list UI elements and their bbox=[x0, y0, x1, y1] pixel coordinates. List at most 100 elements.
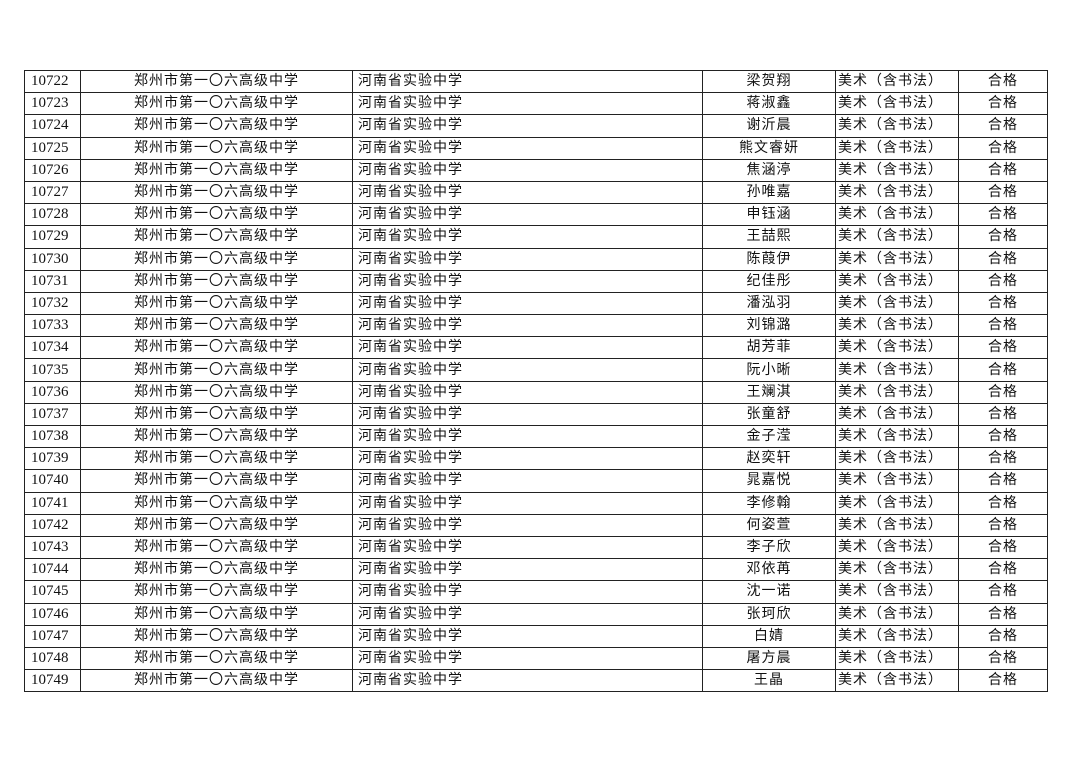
school-cell: 郑州市第一〇六高级中学 bbox=[80, 269, 353, 293]
table-row: 10728 郑州市第一〇六高级中学 河南省实验中学 申钰涵 美术（含书法） 合格 bbox=[24, 203, 1048, 227]
subject-cell: 美术（含书法） bbox=[835, 624, 959, 648]
name-cell: 蒋淑鑫 bbox=[702, 92, 836, 116]
table-row: 10741 郑州市第一〇六高级中学 河南省实验中学 李修翰 美术（含书法） 合格 bbox=[24, 491, 1048, 515]
subject-cell: 美术（含书法） bbox=[835, 535, 959, 560]
school-cell: 郑州市第一〇六高级中学 bbox=[80, 180, 353, 205]
result-cell: 合格 bbox=[958, 469, 1048, 493]
table-row: 10731 郑州市第一〇六高级中学 河南省实验中学 纪佳彤 美术（含书法） 合格 bbox=[24, 269, 1048, 293]
id-cell: 10725 bbox=[24, 136, 81, 160]
id-cell: 10746 bbox=[24, 602, 81, 626]
name-cell: 梁贺翔 bbox=[702, 69, 836, 94]
table-row: 10740 郑州市第一〇六高级中学 河南省实验中学 晁嘉悦 美术（含书法） 合格 bbox=[24, 469, 1048, 493]
school-cell: 郑州市第一〇六高级中学 bbox=[80, 424, 353, 449]
school-cell: 郑州市第一〇六高级中学 bbox=[80, 358, 353, 382]
result-cell: 合格 bbox=[958, 158, 1048, 182]
school-cell: 郑州市第一〇六高级中学 bbox=[80, 580, 353, 604]
table-row: 10723 郑州市第一〇六高级中学 河南省实验中学 蒋淑鑫 美术（含书法） 合格 bbox=[24, 92, 1048, 116]
name-cell: 陈葭伊 bbox=[702, 247, 836, 271]
school2-cell: 河南省实验中学 bbox=[352, 158, 703, 182]
subject-cell: 美术（含书法） bbox=[835, 380, 959, 404]
name-cell: 李子欣 bbox=[702, 535, 836, 560]
table-row: 10722 郑州市第一〇六高级中学 河南省实验中学 梁贺翔 美术（含书法） 合格 bbox=[24, 69, 1048, 94]
subject-cell: 美术（含书法） bbox=[835, 247, 959, 271]
school2-cell: 河南省实验中学 bbox=[352, 424, 703, 449]
table-row: 10745 郑州市第一〇六高级中学 河南省实验中学 沈一诺 美术（含书法） 合格 bbox=[24, 580, 1048, 604]
subject-cell: 美术（含书法） bbox=[835, 291, 959, 316]
result-cell: 合格 bbox=[958, 92, 1048, 116]
school-cell: 郑州市第一〇六高级中学 bbox=[80, 447, 353, 471]
table-row: 10739 郑州市第一〇六高级中学 河南省实验中学 赵奕轩 美术（含书法） 合格 bbox=[24, 447, 1048, 471]
table-row: 10724 郑州市第一〇六高级中学 河南省实验中学 谢沂晨 美术（含书法） 合格 bbox=[24, 114, 1048, 138]
subject-cell: 美术（含书法） bbox=[835, 402, 959, 427]
id-cell: 10747 bbox=[24, 624, 81, 648]
school2-cell: 河南省实验中学 bbox=[352, 180, 703, 205]
school2-cell: 河南省实验中学 bbox=[352, 402, 703, 427]
subject-cell: 美术（含书法） bbox=[835, 203, 959, 227]
school-cell: 郑州市第一〇六高级中学 bbox=[80, 158, 353, 182]
school2-cell: 河南省实验中学 bbox=[352, 114, 703, 138]
school2-cell: 河南省实验中学 bbox=[352, 469, 703, 493]
result-cell: 合格 bbox=[958, 513, 1048, 537]
school-cell: 郑州市第一〇六高级中学 bbox=[80, 225, 353, 249]
result-cell: 合格 bbox=[958, 203, 1048, 227]
result-cell: 合格 bbox=[958, 402, 1048, 427]
school2-cell: 河南省实验中学 bbox=[352, 291, 703, 316]
subject-cell: 美术（含书法） bbox=[835, 158, 959, 182]
result-cell: 合格 bbox=[958, 580, 1048, 604]
name-cell: 潘泓羽 bbox=[702, 291, 836, 316]
name-cell: 张珂欣 bbox=[702, 602, 836, 626]
school2-cell: 河南省实验中学 bbox=[352, 225, 703, 249]
school2-cell: 河南省实验中学 bbox=[352, 646, 703, 671]
school2-cell: 河南省实验中学 bbox=[352, 203, 703, 227]
school2-cell: 河南省实验中学 bbox=[352, 380, 703, 404]
school-cell: 郑州市第一〇六高级中学 bbox=[80, 602, 353, 626]
subject-cell: 美术（含书法） bbox=[835, 424, 959, 449]
id-cell: 10742 bbox=[24, 513, 81, 537]
id-cell: 10736 bbox=[24, 380, 81, 404]
result-cell: 合格 bbox=[958, 180, 1048, 205]
school-cell: 郑州市第一〇六高级中学 bbox=[80, 203, 353, 227]
school-cell: 郑州市第一〇六高级中学 bbox=[80, 646, 353, 671]
result-cell: 合格 bbox=[958, 225, 1048, 249]
table-row: 10734 郑州市第一〇六高级中学 河南省实验中学 胡芳菲 美术（含书法） 合格 bbox=[24, 336, 1048, 360]
subject-cell: 美术（含书法） bbox=[835, 336, 959, 360]
id-cell: 10723 bbox=[24, 92, 81, 116]
school2-cell: 河南省实验中学 bbox=[352, 669, 703, 693]
subject-cell: 美术（含书法） bbox=[835, 180, 959, 205]
name-cell: 屠方晨 bbox=[702, 646, 836, 671]
school-cell: 郑州市第一〇六高级中学 bbox=[80, 380, 353, 404]
subject-cell: 美术（含书法） bbox=[835, 358, 959, 382]
subject-cell: 美术（含书法） bbox=[835, 269, 959, 293]
id-cell: 10732 bbox=[24, 291, 81, 316]
id-cell: 10741 bbox=[24, 491, 81, 515]
subject-cell: 美术（含书法） bbox=[835, 646, 959, 671]
name-cell: 白婧 bbox=[702, 624, 836, 648]
table-row: 10729 郑州市第一〇六高级中学 河南省实验中学 王喆熙 美术（含书法） 合格 bbox=[24, 225, 1048, 249]
table-row: 10749 郑州市第一〇六高级中学 河南省实验中学 王晶 美术（含书法） 合格 bbox=[24, 669, 1048, 693]
name-cell: 王晶 bbox=[702, 669, 836, 693]
table-row: 10742 郑州市第一〇六高级中学 河南省实验中学 何姿萱 美术（含书法） 合格 bbox=[24, 513, 1048, 537]
id-cell: 10744 bbox=[24, 558, 81, 582]
school-cell: 郑州市第一〇六高级中学 bbox=[80, 92, 353, 116]
id-cell: 10727 bbox=[24, 180, 81, 205]
subject-cell: 美术（含书法） bbox=[835, 669, 959, 693]
result-cell: 合格 bbox=[958, 646, 1048, 671]
id-cell: 10730 bbox=[24, 247, 81, 271]
school-cell: 郑州市第一〇六高级中学 bbox=[80, 136, 353, 160]
name-cell: 赵奕轩 bbox=[702, 447, 836, 471]
school-cell: 郑州市第一〇六高级中学 bbox=[80, 669, 353, 693]
school-cell: 郑州市第一〇六高级中学 bbox=[80, 69, 353, 94]
name-cell: 刘锦潞 bbox=[702, 314, 836, 338]
name-cell: 纪佳彤 bbox=[702, 269, 836, 293]
subject-cell: 美术（含书法） bbox=[835, 225, 959, 249]
name-cell: 李修翰 bbox=[702, 491, 836, 515]
id-cell: 10739 bbox=[24, 447, 81, 471]
id-cell: 10722 bbox=[24, 69, 81, 94]
school2-cell: 河南省实验中学 bbox=[352, 92, 703, 116]
table-row: 10736 郑州市第一〇六高级中学 河南省实验中学 王斓淇 美术（含书法） 合格 bbox=[24, 380, 1048, 404]
subject-cell: 美术（含书法） bbox=[835, 491, 959, 515]
school-cell: 郑州市第一〇六高级中学 bbox=[80, 247, 353, 271]
subject-cell: 美术（含书法） bbox=[835, 447, 959, 471]
name-cell: 何姿萱 bbox=[702, 513, 836, 537]
school-cell: 郑州市第一〇六高级中学 bbox=[80, 314, 353, 338]
